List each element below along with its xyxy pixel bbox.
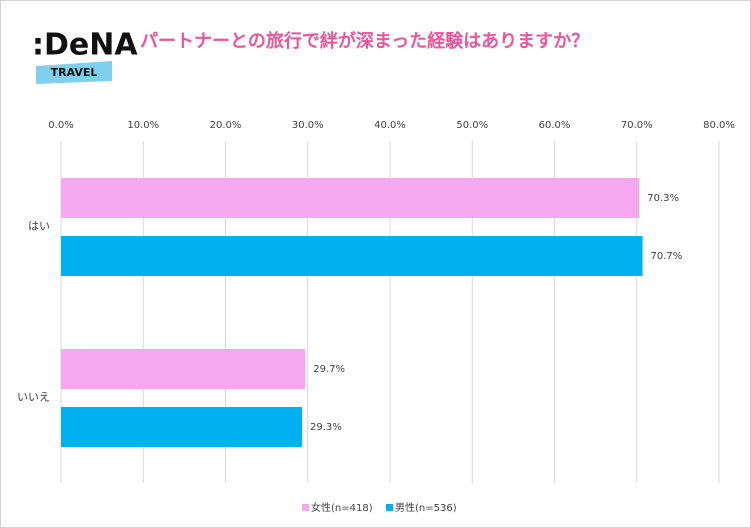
chart-title: パートナーとの旅行で絆が深まった経験はありますか？ xyxy=(140,30,589,52)
value-label: 29.3% xyxy=(310,422,342,433)
x-tick-label: 60.0% xyxy=(539,120,571,131)
y-tick-label: いいえ xyxy=(17,391,50,404)
logo-sub: TRAVEL xyxy=(51,66,98,79)
bar xyxy=(61,236,643,276)
x-tick-label: 70.0% xyxy=(621,120,653,131)
x-tick-label: 80.0% xyxy=(703,120,735,131)
x-tick-label: 0.0% xyxy=(48,120,73,131)
x-tick-label: 20.0% xyxy=(210,120,242,131)
legend-swatch xyxy=(302,504,309,511)
bar xyxy=(61,178,640,218)
value-label: 70.7% xyxy=(651,251,683,262)
x-tick-label: 10.0% xyxy=(127,120,159,131)
x-tick-label: 30.0% xyxy=(292,120,324,131)
legend-label: 男性(n=536) xyxy=(395,501,457,514)
legend-swatch xyxy=(386,504,393,511)
x-tick-label: 50.0% xyxy=(456,120,488,131)
value-label: 29.7% xyxy=(313,364,345,375)
bar xyxy=(61,407,302,447)
x-tick-label: 40.0% xyxy=(374,120,406,131)
logo-band xyxy=(36,61,112,84)
y-tick-label: はい xyxy=(28,220,50,233)
bar xyxy=(61,349,306,389)
logo-name: :DeNA xyxy=(32,28,138,63)
value-label: 70.3% xyxy=(647,193,679,204)
legend-label: 女性(n=418) xyxy=(311,501,373,514)
